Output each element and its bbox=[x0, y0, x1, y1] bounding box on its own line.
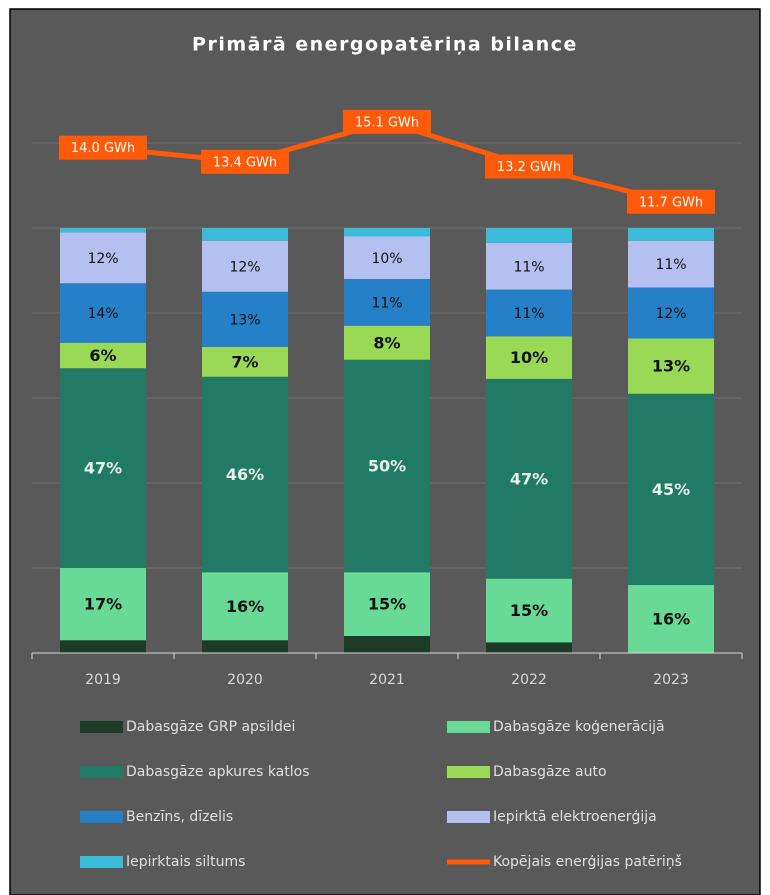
data-label: 13.2 GWh bbox=[497, 160, 561, 175]
bar-segment bbox=[202, 376, 288, 573]
bar-segment bbox=[486, 336, 572, 379]
legend-swatch bbox=[80, 856, 123, 868]
data-label: 10% bbox=[510, 348, 548, 367]
bar-segment bbox=[344, 279, 430, 326]
x-tick-label: 2023 bbox=[653, 672, 689, 688]
data-label: 14.0 GWh bbox=[71, 141, 135, 156]
data-label: 13.4 GWh bbox=[213, 155, 277, 170]
bar-segment bbox=[344, 228, 430, 237]
x-tick-label: 2022 bbox=[511, 672, 547, 688]
legend-swatch bbox=[80, 721, 123, 733]
bar-segment bbox=[60, 568, 146, 641]
x-tick-label: 2019 bbox=[85, 672, 121, 688]
data-label: 47% bbox=[84, 459, 122, 478]
legend-swatch bbox=[447, 766, 490, 778]
bar-segment bbox=[628, 228, 714, 241]
bar-segment bbox=[486, 289, 572, 337]
bar-segment bbox=[344, 236, 430, 279]
bar-segment bbox=[60, 283, 146, 343]
data-label: 17% bbox=[84, 595, 122, 614]
bar-segment bbox=[202, 240, 288, 292]
bar-segment bbox=[628, 585, 714, 653]
label-box bbox=[343, 109, 431, 134]
bar-segment bbox=[486, 578, 572, 643]
data-label: 15.1 GWh bbox=[355, 115, 419, 130]
data-label: 11.7 GWh bbox=[639, 195, 703, 210]
label-box bbox=[485, 154, 573, 179]
label-box bbox=[627, 189, 715, 214]
data-label: 12% bbox=[87, 251, 118, 267]
bar-segment bbox=[60, 640, 146, 653]
bar-segment bbox=[628, 338, 714, 394]
label-box bbox=[201, 149, 289, 174]
legend-swatch bbox=[80, 811, 123, 823]
data-label: 11% bbox=[513, 259, 544, 275]
bar-segment bbox=[60, 228, 146, 233]
bar-segment bbox=[344, 572, 430, 636]
legend-label: Dabasgāze apkures katlos bbox=[126, 764, 310, 780]
legend-label: Dabasgāze koģenerācijā bbox=[493, 719, 665, 735]
legend-label: Iepirktais siltums bbox=[126, 854, 245, 870]
bar-segment bbox=[60, 368, 146, 568]
x-tick-label: 2021 bbox=[369, 672, 405, 688]
legend-label: Iepirktā elektroenerģija bbox=[493, 809, 657, 825]
legend-swatch bbox=[447, 811, 490, 823]
data-label: 11% bbox=[371, 295, 402, 311]
data-label: 13% bbox=[229, 312, 260, 328]
bar-segment bbox=[486, 642, 572, 653]
label-box bbox=[59, 135, 147, 160]
data-label: 10% bbox=[371, 251, 402, 267]
data-label: 47% bbox=[510, 469, 548, 488]
data-label: 15% bbox=[368, 595, 406, 614]
bar-segment bbox=[628, 287, 714, 339]
legend-label: Dabasgāze auto bbox=[493, 764, 607, 780]
data-label: 12% bbox=[655, 306, 686, 322]
bar-segment bbox=[60, 232, 146, 284]
legend-swatch bbox=[447, 721, 490, 733]
bar-segment bbox=[344, 359, 430, 573]
data-label: 15% bbox=[510, 601, 548, 620]
legend-label: Benzīns, dīzelis bbox=[126, 809, 233, 825]
bar-segment bbox=[486, 228, 572, 243]
bar-segment bbox=[202, 228, 288, 241]
bar-segment bbox=[486, 378, 572, 579]
data-label: 12% bbox=[229, 259, 260, 275]
data-label: 16% bbox=[652, 610, 690, 629]
bar-segment bbox=[344, 636, 430, 653]
bar-segment bbox=[344, 325, 430, 360]
data-label: 14% bbox=[87, 306, 118, 322]
bar-segment bbox=[202, 572, 288, 641]
legend-label: Dabasgāze GRP apsildei bbox=[126, 719, 295, 735]
data-label: 13% bbox=[652, 357, 690, 376]
data-label: 50% bbox=[368, 457, 406, 476]
legend-label: Kopējais enerģijas patēriņš bbox=[493, 854, 682, 870]
data-label: 6% bbox=[89, 346, 116, 365]
data-label: 7% bbox=[231, 352, 258, 371]
bar-segment bbox=[628, 240, 714, 288]
bar-segment bbox=[202, 291, 288, 347]
data-label: 11% bbox=[513, 306, 544, 322]
data-label: 16% bbox=[226, 597, 264, 616]
x-tick-label: 2020 bbox=[227, 672, 263, 688]
legend-swatch bbox=[80, 766, 123, 778]
data-label: 8% bbox=[373, 333, 400, 352]
data-label: 45% bbox=[652, 480, 690, 499]
bar-segment bbox=[486, 242, 572, 290]
bar-segment bbox=[628, 393, 714, 585]
data-label: 11% bbox=[655, 257, 686, 273]
data-label: 46% bbox=[226, 465, 264, 484]
bar-segment bbox=[202, 640, 288, 653]
chart-title: Primārā energopatēriņa bilance bbox=[192, 34, 578, 56]
bar-segment bbox=[60, 342, 146, 369]
bar-segment bbox=[202, 347, 288, 377]
